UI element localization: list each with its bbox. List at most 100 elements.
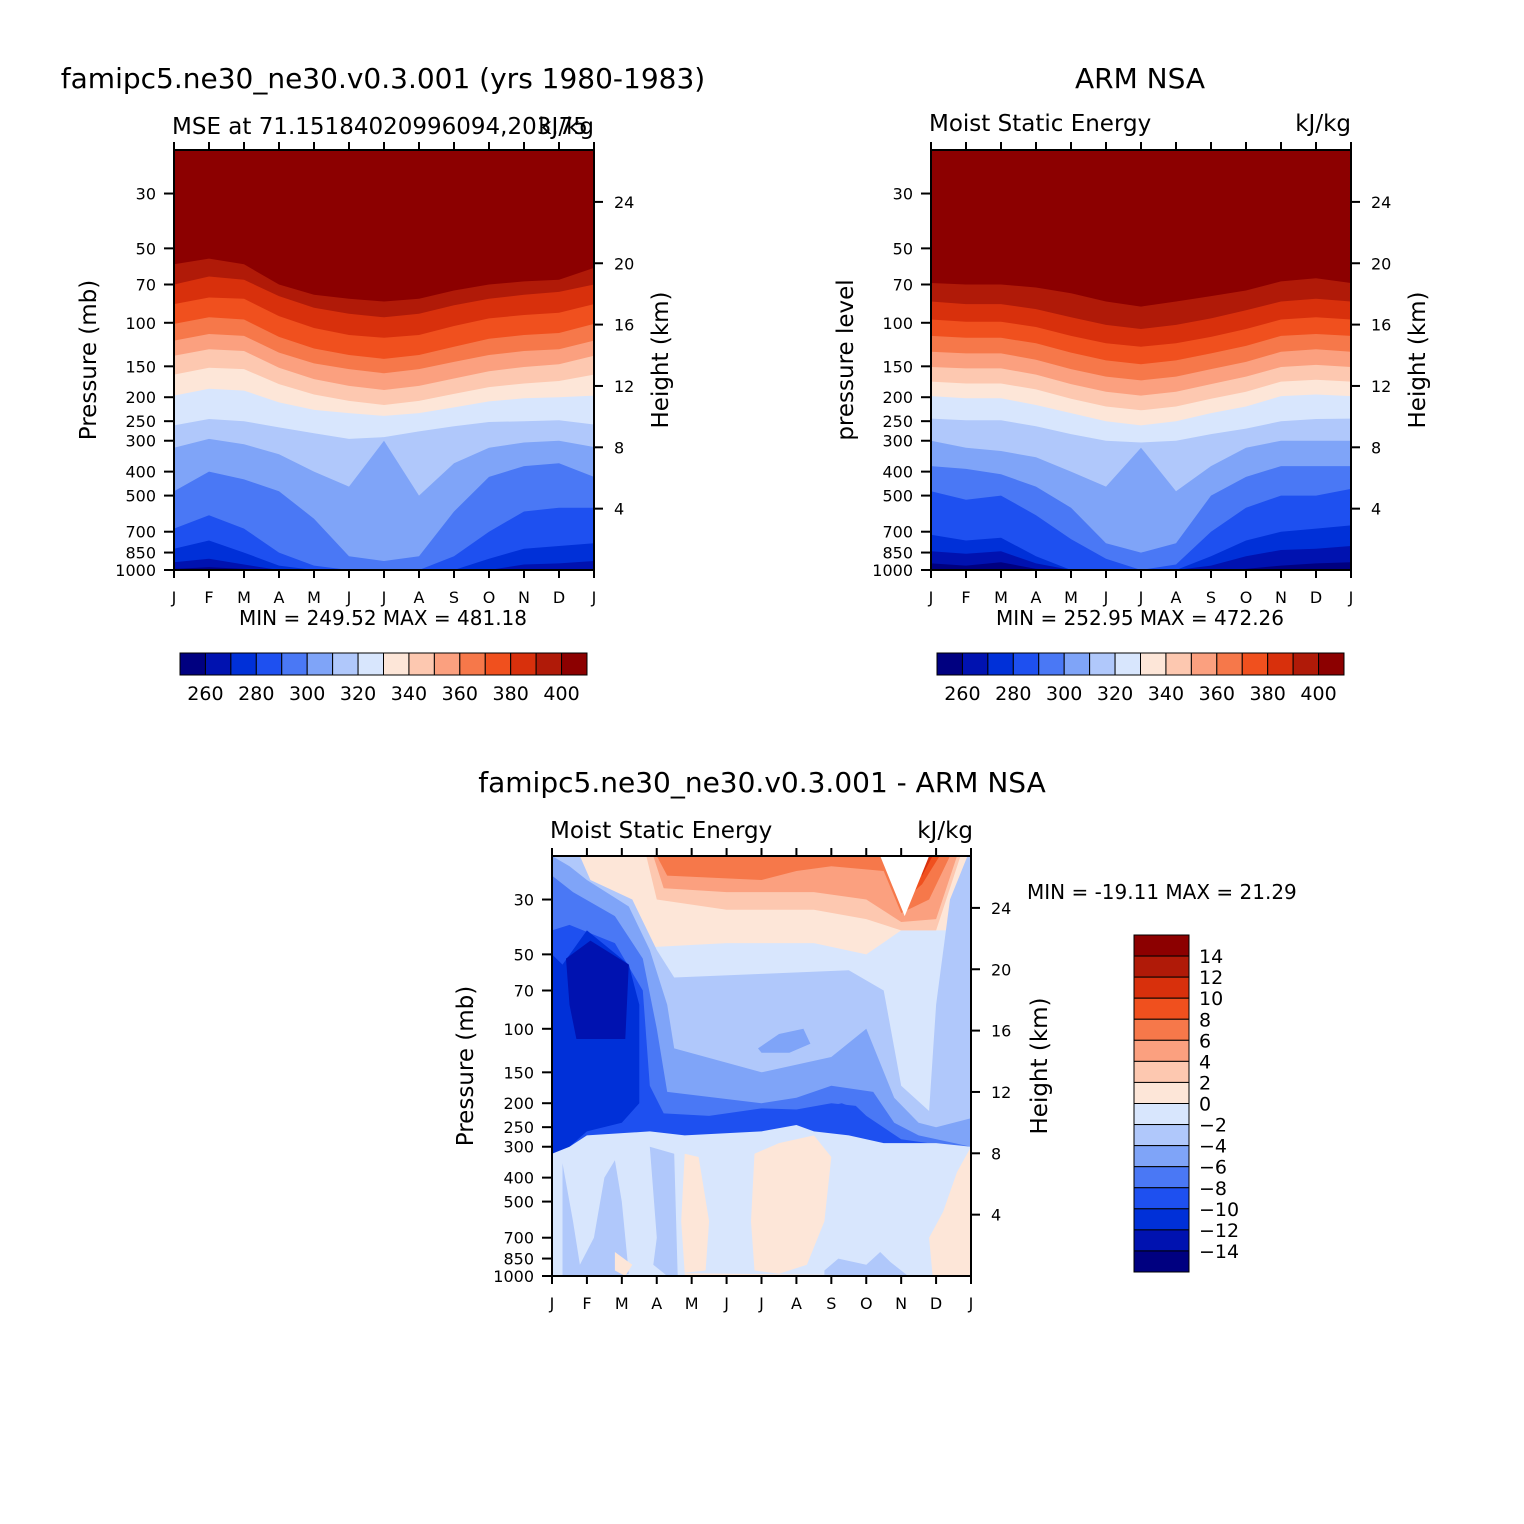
y-tick-label: 250 bbox=[125, 412, 156, 431]
colorbar-swatch bbox=[987, 652, 1014, 676]
y-tick-label: 50 bbox=[136, 239, 156, 258]
x-tick-label: O bbox=[483, 588, 496, 607]
x-tick-label: A bbox=[1171, 588, 1182, 607]
x-tick-label: D bbox=[1310, 588, 1322, 607]
x-tick-label: J bbox=[1138, 588, 1144, 607]
colorbar-swatch bbox=[1133, 1060, 1190, 1083]
y-tick-label: 400 bbox=[882, 463, 913, 482]
colorbar-label: 260 bbox=[187, 683, 223, 705]
x-tick-label: D bbox=[553, 588, 565, 607]
x-tick-label: N bbox=[518, 588, 530, 607]
colorbar-label: 400 bbox=[1300, 683, 1336, 705]
x-tick-label: M bbox=[237, 588, 251, 607]
colorbar-swatch bbox=[1318, 652, 1345, 676]
colorbar-swatch bbox=[1133, 1124, 1190, 1147]
y-tick-label: 1000 bbox=[115, 561, 156, 580]
colorbar-label: 260 bbox=[944, 683, 980, 705]
panel-obs-subtitle-right: kJ/kg bbox=[1295, 111, 1351, 137]
colorbar-label: 300 bbox=[289, 683, 325, 705]
y-tick-label: 850 bbox=[125, 544, 156, 563]
panel-obs-subtitle-left: Moist Static Energy bbox=[929, 111, 1151, 137]
y-tick-label: 500 bbox=[503, 1193, 534, 1212]
colorbar-label: 2 bbox=[1199, 1072, 1211, 1094]
y-tick-label: 400 bbox=[125, 463, 156, 482]
contour-patch-max bbox=[880, 856, 930, 917]
y-tick-label: 300 bbox=[503, 1138, 534, 1157]
y-tick-label: 30 bbox=[514, 891, 534, 910]
y-tick-label: 700 bbox=[882, 523, 913, 542]
y2-tick-label: 8 bbox=[1371, 438, 1381, 457]
y-tick-label: 100 bbox=[503, 1020, 534, 1039]
colorbar-swatch bbox=[383, 652, 410, 676]
y-tick-label: 400 bbox=[503, 1169, 534, 1188]
y-tick-label: 300 bbox=[882, 432, 913, 451]
x-tick-label: M bbox=[685, 1294, 699, 1313]
y-tick-label: 300 bbox=[125, 432, 156, 451]
contour-patch bbox=[758, 1028, 811, 1053]
contour-patch bbox=[929, 1146, 971, 1276]
colorbar-swatch bbox=[204, 652, 232, 676]
colorbar-swatch bbox=[179, 652, 206, 676]
colorbar-swatch bbox=[1133, 1208, 1190, 1231]
colorbar-swatch bbox=[357, 652, 384, 676]
colorbar-label: 340 bbox=[1148, 683, 1184, 705]
colorbar-label: 12 bbox=[1199, 967, 1223, 989]
y-tick-label: 250 bbox=[882, 412, 913, 431]
colorbar-swatch bbox=[1165, 652, 1192, 676]
colorbar-swatch bbox=[281, 652, 308, 676]
colorbar-swatch bbox=[306, 652, 334, 676]
colorbar-label: 8 bbox=[1199, 1009, 1211, 1031]
panel-model-minmax: MIN = 249.52 MAX = 481.18 bbox=[239, 606, 527, 630]
y-tick-label: 70 bbox=[893, 275, 913, 294]
colorbar-swatch bbox=[1133, 955, 1190, 978]
colorbar-swatch bbox=[1133, 1166, 1190, 1189]
x-tick-label: M bbox=[994, 588, 1008, 607]
y-tick-label: 200 bbox=[503, 1094, 534, 1113]
y2-tick-label: 16 bbox=[614, 316, 634, 335]
panel-obs-contours bbox=[931, 150, 1351, 570]
x-tick-label: S bbox=[449, 588, 459, 607]
x-tick-label: M bbox=[1064, 588, 1078, 607]
x-tick-label: F bbox=[961, 588, 970, 607]
y-tick-label: 850 bbox=[882, 544, 913, 563]
colorbar-swatch bbox=[961, 652, 989, 676]
y-tick-label: 100 bbox=[882, 314, 913, 333]
colorbar-swatch bbox=[1133, 997, 1190, 1020]
colorbar-label: 10 bbox=[1199, 988, 1223, 1010]
x-tick-label: J bbox=[723, 1294, 729, 1313]
x-tick-label: J bbox=[968, 1294, 974, 1313]
x-tick-label: O bbox=[860, 1294, 873, 1313]
contour-patch bbox=[656, 856, 950, 913]
x-tick-label: F bbox=[204, 588, 213, 607]
x-tick-label: J bbox=[346, 588, 352, 607]
x-tick-label: N bbox=[1275, 588, 1287, 607]
panel-obs-ylabel: pressure level bbox=[833, 279, 859, 440]
colorbar-label: 360 bbox=[442, 683, 478, 705]
panel-diff-ylabel: Pressure (mb) bbox=[453, 986, 479, 1146]
y-tick-label: 50 bbox=[514, 945, 534, 964]
panel-model-colorbar: 260 280 300 320 340 360 380 400 bbox=[179, 652, 588, 705]
colorbar-swatch bbox=[1133, 1187, 1190, 1210]
colorbar-swatch bbox=[332, 652, 359, 676]
y-tick-label: 200 bbox=[882, 388, 913, 407]
y2-tick-label: 16 bbox=[1371, 316, 1391, 335]
x-tick-label: J bbox=[171, 588, 177, 607]
colorbar-swatch bbox=[1190, 652, 1218, 676]
colorbar-label: 320 bbox=[340, 683, 376, 705]
contour-patch bbox=[824, 1252, 909, 1276]
x-tick-label: O bbox=[1240, 588, 1253, 607]
y2-tick-label: 20 bbox=[1371, 254, 1391, 273]
colorbar-label: 320 bbox=[1097, 683, 1133, 705]
colorbar-swatch bbox=[1267, 652, 1294, 676]
colorbar-swatch bbox=[484, 652, 512, 676]
panel-diff-contours bbox=[552, 856, 971, 1276]
panel-model-title: famipc5.ne30_ne30.v0.3.001 (yrs 1980-198… bbox=[61, 62, 705, 95]
panel-model-contours bbox=[174, 150, 594, 570]
x-tick-label: M bbox=[307, 588, 321, 607]
x-tick-label: D bbox=[930, 1294, 942, 1313]
x-tick-label: S bbox=[1206, 588, 1216, 607]
panel-model-subtitle-left: MSE at 71.15184020996094,203.75 bbox=[172, 114, 588, 140]
